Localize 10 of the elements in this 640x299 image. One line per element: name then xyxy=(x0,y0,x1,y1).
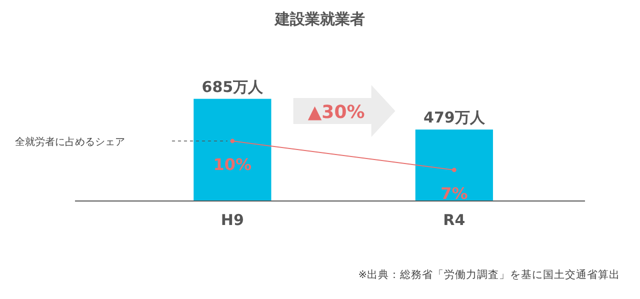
data-label: 10% xyxy=(213,155,252,174)
data-label: 7% xyxy=(440,184,468,203)
chart-title: 建設業就業者 xyxy=(274,10,365,28)
annotation: 全就労者に占めるシェア xyxy=(15,136,125,148)
text: ※出典：総務省「労働力調査」を基に国土交通省算出 xyxy=(358,268,620,281)
data-label: 479万人 xyxy=(424,108,486,127)
annotation: ▲30% xyxy=(308,102,365,123)
x-tick-label: R4 xyxy=(443,211,466,229)
x-tick-label: H9 xyxy=(220,211,244,229)
data-label: 685万人 xyxy=(202,78,264,96)
